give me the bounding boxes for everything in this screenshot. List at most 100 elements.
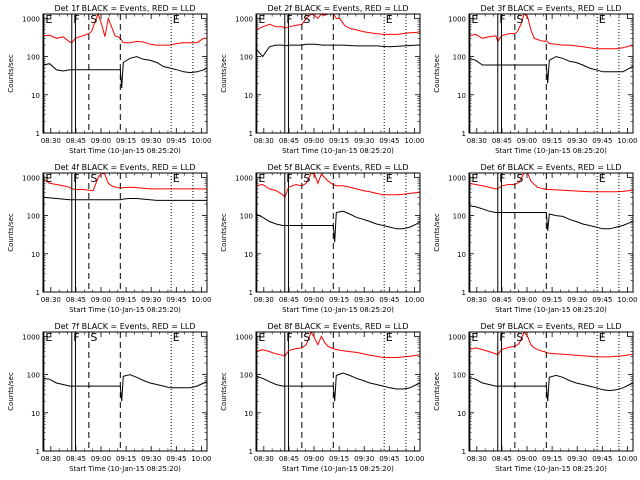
- x-tick-label: 08:30: [254, 137, 274, 145]
- x-tick-label: 08:45: [492, 296, 512, 304]
- plot-frame: [42, 172, 208, 293]
- x-tick-label: 09:45: [166, 137, 186, 145]
- y-axis-label: Counts/sec: [220, 213, 228, 252]
- panel-2: Det 2f BLACK = Events, RED = LLD Counts/s…: [220, 4, 425, 155]
- series-line-lld: [255, 330, 421, 358]
- panel-title: Det 1f BLACK = Events, RED = LLD: [54, 4, 195, 13]
- x-axis-label: Start Time (10-Jan-15 08:25:20): [495, 465, 607, 473]
- panel-title: Det 8f BLACK = Events, RED = LLD: [267, 322, 408, 331]
- y-tick-label: 10: [457, 410, 466, 418]
- marker-label: S: [516, 13, 523, 26]
- x-tick-label: 09:15: [542, 137, 562, 145]
- y-tick-label: 10: [244, 251, 253, 259]
- y-tick-label: 1: [462, 130, 466, 138]
- x-axis-label: Start Time (10-Jan-15 08:25:20): [282, 147, 394, 155]
- marker-label: E: [599, 331, 606, 344]
- plot-frame: [42, 331, 208, 452]
- panel-1: Det 1f BLACK = Events, RED = LLD Counts/s…: [7, 4, 212, 155]
- panel-title: Det 3f BLACK = Events, RED = LLD: [480, 4, 621, 13]
- x-tick-label: 09:30: [567, 455, 587, 463]
- x-tick-label: 10:00: [191, 137, 211, 145]
- x-tick-label: 09:30: [354, 137, 374, 145]
- series-line-lld: [255, 13, 421, 35]
- y-tick-label: 1000: [448, 15, 466, 23]
- y-tick-label: 1000: [22, 333, 40, 341]
- x-tick-label: 10:00: [617, 296, 637, 304]
- y-tick-label: 10: [31, 92, 40, 100]
- x-tick-label: 09:30: [141, 137, 161, 145]
- y-tick-label: 1000: [22, 15, 40, 23]
- y-tick-label: 1000: [235, 174, 253, 182]
- x-tick-label: 09:30: [354, 296, 374, 304]
- x-tick-label: 09:30: [141, 455, 161, 463]
- series-line-lld: [42, 12, 207, 46]
- y-tick-label: 100: [453, 213, 466, 221]
- y-tick-label: 1000: [448, 333, 466, 341]
- plot-frame: [468, 13, 634, 134]
- y-tick-label: 1000: [235, 15, 253, 23]
- plot-frame: [468, 172, 634, 293]
- marker-label: F: [499, 172, 505, 185]
- series-line-events: [468, 56, 634, 84]
- series-line-events: [255, 372, 421, 402]
- panel-8: Det 8f BLACK = Events, RED = LLD Counts/s…: [220, 322, 425, 473]
- y-tick-label: 1000: [22, 174, 40, 182]
- x-tick-label: 10:00: [191, 455, 211, 463]
- panel-title: Det 2f BLACK = Events, RED = LLD: [267, 4, 408, 13]
- x-tick-label: 09:30: [567, 137, 587, 145]
- marker-label: E: [173, 13, 180, 26]
- marker-label: F: [499, 331, 505, 344]
- x-tick-label: 08:45: [66, 455, 86, 463]
- marker-label: S: [303, 172, 310, 185]
- x-tick-label: 09:00: [304, 455, 324, 463]
- y-tick-label: 1: [462, 289, 466, 297]
- x-tick-label: 09:45: [379, 455, 399, 463]
- y-tick-label: 10: [244, 92, 253, 100]
- y-tick-label: 10: [244, 410, 253, 418]
- x-tick-label: 08:45: [66, 137, 86, 145]
- x-tick-label: 08:45: [492, 455, 512, 463]
- y-tick-label: 10: [31, 251, 40, 259]
- plot-frame: [255, 331, 421, 452]
- marker-label: S: [303, 13, 310, 26]
- y-axis-label: Counts/sec: [7, 213, 15, 252]
- series-line-events: [255, 210, 421, 243]
- x-tick-label: 09:00: [517, 296, 537, 304]
- y-tick-label: 10: [457, 251, 466, 259]
- x-tick-label: 09:45: [592, 455, 612, 463]
- marker-label: E: [599, 172, 606, 185]
- y-axis-label: Counts/sec: [220, 54, 228, 93]
- x-tick-label: 09:00: [304, 296, 324, 304]
- x-tick-label: 08:45: [66, 296, 86, 304]
- series-line-lld: [468, 331, 634, 358]
- x-tick-label: 09:45: [166, 455, 186, 463]
- marker-label: E: [258, 172, 265, 185]
- panel-title: Det 6f BLACK = Events, RED = LLD: [480, 163, 621, 172]
- x-tick-label: 08:30: [467, 296, 487, 304]
- y-tick-label: 100: [453, 372, 466, 380]
- x-tick-label: 09:15: [116, 455, 136, 463]
- y-tick-label: 100: [240, 372, 253, 380]
- y-axis-label: Counts/sec: [433, 213, 441, 252]
- y-tick-label: 1: [36, 448, 40, 456]
- marker-label: F: [73, 331, 79, 344]
- x-tick-label: 10:00: [617, 455, 637, 463]
- panel-title: Det 4f BLACK = Events, RED = LLD: [54, 163, 195, 172]
- x-tick-label: 08:45: [279, 455, 299, 463]
- x-tick-label: 09:45: [379, 137, 399, 145]
- marker-label: F: [73, 172, 79, 185]
- x-tick-label: 09:30: [354, 455, 374, 463]
- x-tick-label: 09:00: [91, 296, 111, 304]
- series-line-lld: [468, 13, 633, 50]
- marker-label: E: [45, 331, 52, 344]
- x-axis-label: Start Time (10-Jan-15 08:25:20): [495, 147, 607, 155]
- y-tick-label: 100: [27, 54, 40, 62]
- marker-label: E: [386, 172, 393, 185]
- y-tick-label: 1: [249, 130, 253, 138]
- marker-label: F: [73, 13, 79, 26]
- marker-label: S: [303, 331, 310, 344]
- panel-3: Det 3f BLACK = Events, RED = LLD Counts/s…: [433, 4, 638, 155]
- marker-label: F: [499, 13, 505, 26]
- y-tick-label: 1: [462, 448, 466, 456]
